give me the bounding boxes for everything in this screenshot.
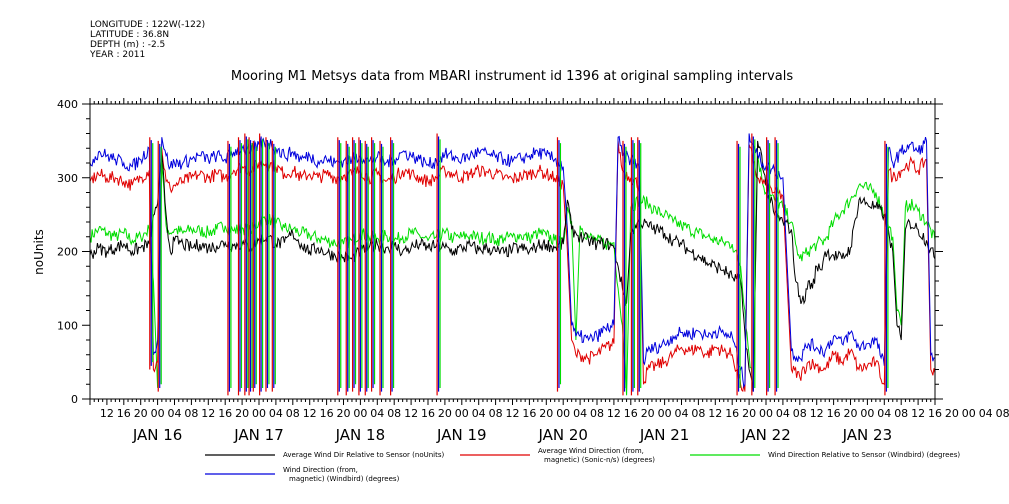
x-hour-label: 00 bbox=[252, 407, 266, 420]
x-hour-label: 16 bbox=[624, 407, 638, 420]
x-hour-label: 00 bbox=[759, 407, 773, 420]
x-hour-label: 16 bbox=[928, 407, 942, 420]
x-hour-label: 04 bbox=[269, 407, 283, 420]
x-hour-label: 08 bbox=[894, 407, 908, 420]
x-hour-label: 20 bbox=[235, 407, 249, 420]
y-axis-label: noUnits bbox=[32, 229, 46, 275]
x-hour-label: 08 bbox=[184, 407, 198, 420]
series-line-3 bbox=[90, 133, 935, 389]
x-hour-label: 04 bbox=[979, 407, 993, 420]
x-hour-label: 16 bbox=[827, 407, 841, 420]
legend: Average Wind Dir Relative to Sensor (noU… bbox=[205, 447, 960, 483]
chart-title: Mooring M1 Metsys data from MBARI instru… bbox=[231, 69, 793, 84]
y-tick-label: 300 bbox=[57, 172, 78, 185]
x-hour-label: 04 bbox=[877, 407, 891, 420]
x-hour-label: 12 bbox=[100, 407, 114, 420]
x-hour-label: 20 bbox=[844, 407, 858, 420]
x-hour-label: 16 bbox=[117, 407, 131, 420]
x-hour-label: 08 bbox=[793, 407, 807, 420]
legend-label-line: magnetic) (Windbird) (degrees) bbox=[289, 475, 400, 483]
legend-label: Average Wind Direction (from, magnetic) (… bbox=[538, 447, 655, 464]
x-date-label: JAN 23 bbox=[842, 426, 893, 444]
x-hour-label: 20 bbox=[134, 407, 148, 420]
y-axis: 0 100 200 300 400 bbox=[57, 98, 943, 406]
legend-label: Wind Direction Relative to Sensor (Windb… bbox=[768, 451, 960, 459]
x-hour-label: 00 bbox=[962, 407, 976, 420]
x-hour-label: 04 bbox=[776, 407, 790, 420]
x-hour-label: 20 bbox=[539, 407, 553, 420]
x-hour-label: 20 bbox=[337, 407, 351, 420]
x-hour-label: 12 bbox=[607, 407, 621, 420]
y-tick-label: 100 bbox=[57, 319, 78, 332]
x-hour-label: 08 bbox=[387, 407, 401, 420]
x-hour-label: 00 bbox=[658, 407, 672, 420]
x-hour-label: 12 bbox=[404, 407, 418, 420]
series-line-2 bbox=[90, 155, 935, 396]
y-tick-label: 200 bbox=[57, 246, 78, 259]
x-date-label: JAN 18 bbox=[335, 426, 386, 444]
x-hour-label: 12 bbox=[911, 407, 925, 420]
x-hour-label: 20 bbox=[742, 407, 756, 420]
x-hour-label: 12 bbox=[506, 407, 520, 420]
x-axis: 12 16 20 00 04 08 12 16 20 00 04 08 12 16 20 00 04 08 12 16… bbox=[89, 98, 1009, 444]
y-tick-label: 0 bbox=[71, 393, 78, 406]
x-hour-label: 00 bbox=[455, 407, 469, 420]
x-hour-label: 00 bbox=[151, 407, 165, 420]
plot-series bbox=[90, 133, 935, 396]
x-hour-label: 12 bbox=[810, 407, 824, 420]
legend-label-line: Wind Direction (from, bbox=[283, 466, 358, 474]
x-date-label: JAN 21 bbox=[639, 426, 690, 444]
x-hour-label: 08 bbox=[590, 407, 604, 420]
x-hour-label: 16 bbox=[725, 407, 739, 420]
x-hour-label: 12 bbox=[708, 407, 722, 420]
legend-label: Average Wind Dir Relative to Sensor (noU… bbox=[283, 451, 444, 459]
x-hour-label: 08 bbox=[286, 407, 300, 420]
x-hour-label: 04 bbox=[675, 407, 689, 420]
legend-label: Wind Direction (from, magnetic) (Windbird… bbox=[283, 466, 400, 483]
x-hour-label: 16 bbox=[320, 407, 334, 420]
legend-label-line: Average Wind Direction (from, bbox=[538, 447, 644, 455]
x-date-label: JAN 16 bbox=[132, 426, 183, 444]
x-hour-label: 12 bbox=[201, 407, 215, 420]
x-hour-label: 20 bbox=[641, 407, 655, 420]
latitude-label: LATITUDE : 36.8N bbox=[90, 30, 170, 40]
x-date-label: JAN 17 bbox=[233, 426, 284, 444]
x-hour-label: 04 bbox=[370, 407, 384, 420]
x-date-label: JAN 19 bbox=[436, 426, 487, 444]
x-hour-label: 20 bbox=[438, 407, 452, 420]
x-date-label: JAN 20 bbox=[537, 426, 588, 444]
y-tick-label: 400 bbox=[57, 98, 78, 111]
longitude-label: LONGITUDE : 122W(-122) bbox=[90, 20, 206, 30]
series-line-1 bbox=[90, 140, 935, 393]
year-label: YEAR : 2011 bbox=[90, 50, 146, 60]
x-date-label: JAN 22 bbox=[740, 426, 791, 444]
legend-label-line: magnetic) (Sonic-n/s) (degrees) bbox=[544, 456, 655, 464]
x-hour-label: 08 bbox=[996, 407, 1009, 420]
x-hour-label: 00 bbox=[556, 407, 570, 420]
x-hour-label: 20 bbox=[945, 407, 959, 420]
x-hour-label: 16 bbox=[522, 407, 536, 420]
depth-label: DEPTH (m) : -2.5 bbox=[90, 40, 166, 50]
x-hour-label: 16 bbox=[421, 407, 435, 420]
x-hour-label: 04 bbox=[573, 407, 587, 420]
x-hour-label: 16 bbox=[218, 407, 232, 420]
series-line-0 bbox=[90, 140, 935, 392]
x-hour-label: 04 bbox=[472, 407, 486, 420]
x-hour-label: 04 bbox=[168, 407, 182, 420]
x-hour-label: 00 bbox=[860, 407, 874, 420]
metadata-block: LONGITUDE : 122W(-122) LATITUDE : 36.8N … bbox=[90, 20, 205, 60]
x-hour-label: 12 bbox=[303, 407, 317, 420]
x-hour-label: 00 bbox=[353, 407, 367, 420]
x-hour-label: 08 bbox=[489, 407, 503, 420]
x-hour-label: 08 bbox=[691, 407, 705, 420]
